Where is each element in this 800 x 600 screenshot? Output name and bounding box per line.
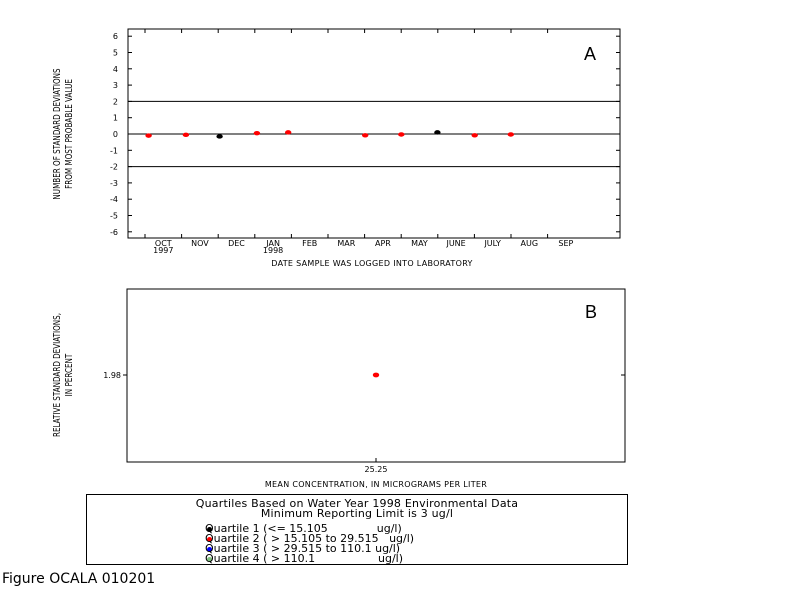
data-point — [362, 133, 369, 138]
panel-b-label: B — [585, 302, 597, 322]
y-tick-label: -6 — [110, 228, 118, 237]
panel-a-reference-lines — [128, 100, 620, 168]
y-tick-label: -2 — [110, 163, 118, 172]
y-tick-label: 5 — [113, 49, 118, 58]
x-tick-label: JAN — [265, 239, 280, 248]
data-point — [216, 134, 223, 139]
legend-marker-q2 — [207, 537, 212, 542]
x-tick-label: FEB — [302, 239, 317, 248]
y-tick-label: 6 — [113, 32, 118, 41]
panel-b-chart: 1.98 25.25 B MEAN CONCENTRATION, IN MICR… — [52, 288, 626, 489]
x-tick-label: NOV — [191, 239, 209, 248]
x-tick-label: APR — [375, 239, 391, 248]
legend-marker-q1 — [207, 527, 212, 532]
data-point — [253, 130, 261, 136]
panel-a-x-ticks: OCT NOV DEC JAN FEB MAR APR MAY JUNE JULY AUG SEP 19… — [144, 29, 574, 255]
y-tick-label: 0 — [113, 130, 118, 139]
x-tick-year-label: 1997 — [153, 246, 173, 255]
y-tick-label: -1 — [110, 146, 118, 155]
data-point — [145, 133, 152, 138]
x-tick-label: OCT — [155, 239, 172, 248]
x-tick-label: JUNE — [445, 239, 465, 248]
legend-item-q3: Quartile 3 ( > 29.515 to 110.1 ug/l) — [205, 542, 401, 555]
data-point — [372, 372, 380, 378]
data-point — [182, 132, 190, 138]
panel-a-y-axis-label-line1: NUMBER OF STANDARD DEVIATIONS — [52, 68, 63, 200]
x-tick-label: DEC — [228, 239, 245, 248]
panel-b-y-axis-label-line2: IN PERCENT — [64, 353, 75, 396]
x-tick-label: AUG — [521, 239, 539, 248]
y-tick-label: 2 — [113, 97, 118, 106]
panel-b-points — [372, 372, 380, 378]
panel-b-y-axis-label-line1: RELATIVE STANDARD DEVIATIONS, — [52, 313, 63, 437]
legend-marker-q3 — [207, 547, 212, 552]
x-tick-label: MAR — [337, 239, 355, 248]
y-tick-label: -5 — [110, 212, 118, 221]
y-tick-label: 4 — [113, 65, 118, 74]
x-tick-year-label: 1998 — [263, 246, 283, 255]
panel-a-chart: -6 -5 -4 -3 -2 -1 0 1 2 3 4 5 6 OCT NOV DEC JAN FEB MAR AP… — [52, 28, 621, 268]
y-tick-label: 1 — [113, 114, 118, 123]
panel-a-label: A — [584, 44, 596, 64]
panel-a-points — [145, 130, 514, 139]
figure-caption: Figure OCALA 010201 — [2, 571, 156, 587]
x-tick-label: MAY — [411, 239, 428, 248]
legend-item-q2: Quartile 2 ( > 15.105 to 29.515 ug/l) — [205, 532, 415, 545]
data-point — [434, 130, 441, 135]
legend-title: Quartiles Based on Water Year 1998 Envir… — [195, 497, 519, 510]
y-tick-label: 3 — [113, 81, 118, 90]
legend-subtitle: Minimum Reporting Limit is 3 ug/l — [260, 507, 454, 520]
panel-b-x-tick-label: 25.25 — [365, 465, 388, 474]
legend: Quartiles Based on Water Year 1998 Envir… — [86, 494, 628, 565]
data-point — [284, 130, 292, 135]
x-tick-label: JULY — [483, 239, 501, 248]
data-point — [471, 133, 478, 138]
x-tick-label: SEP — [558, 239, 573, 248]
legend-item-q1: Quartile 1 (<= 15.105 ug/l) — [205, 522, 402, 535]
panel-b-y-tick-label: 1.98 — [103, 371, 121, 380]
data-point — [398, 132, 405, 137]
y-tick-label: -3 — [110, 179, 118, 188]
data-point — [507, 132, 514, 137]
panel-b-x-axis-label: MEAN CONCENTRATION, IN MICROGRAMS PER LI… — [265, 480, 487, 489]
panel-a-y-ticks: -6 -5 -4 -3 -2 -1 0 1 2 3 4 5 6 — [110, 32, 620, 237]
panel-a-x-axis-label: DATE SAMPLE WAS LOGGED INTO LABORATORY — [271, 259, 472, 268]
y-tick-label: -4 — [110, 195, 118, 204]
panel-a-y-axis-label-line2: FROM MOST PROBABLE VALUE — [64, 79, 75, 189]
legend-marker-q4 — [207, 557, 212, 562]
legend-item-q4: Quartile 4 ( > 110.1 ug/l) — [205, 552, 404, 565]
